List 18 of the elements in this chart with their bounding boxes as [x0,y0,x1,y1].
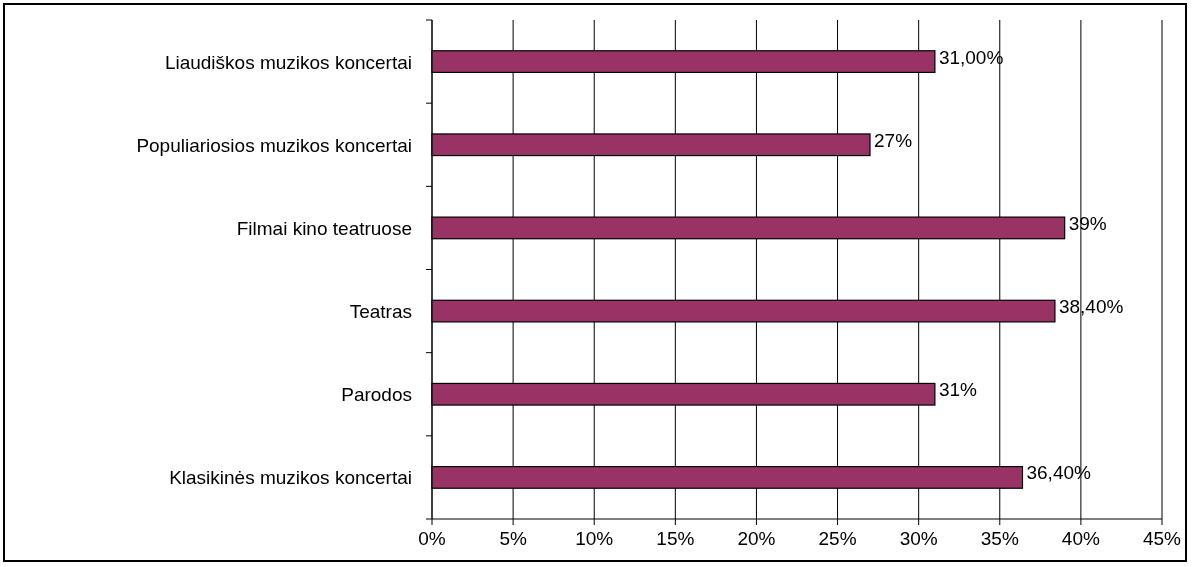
data-label: 31% [938,379,978,401]
x-tick-label: 40% [1061,528,1101,549]
y-tick-label: Klasikinės muzikos koncertai [169,467,412,489]
y-tick-label: Parodos [341,384,412,406]
x-tick-label: 35% [980,528,1019,549]
x-tick-label: 10% [575,528,614,549]
x-tick-label: 30% [899,528,938,549]
y-tick-label: Populiariosios muzikos koncertai [136,134,412,156]
x-tick-label: 5% [499,528,527,549]
data-label: 27% [874,129,913,151]
x-tick-label: 0% [418,528,446,549]
y-tick-label: Liaudiškos muzikos koncertai [164,51,412,73]
x-tick-label: 15% [656,528,695,549]
x-tick-label: 25% [818,528,857,549]
y-tick-label: Teatras [349,301,412,323]
x-tick-label: 45% [1142,528,1182,549]
y-tick-label: Filmai kino teatruose [236,217,412,239]
x-tick-label: 20% [737,528,776,549]
